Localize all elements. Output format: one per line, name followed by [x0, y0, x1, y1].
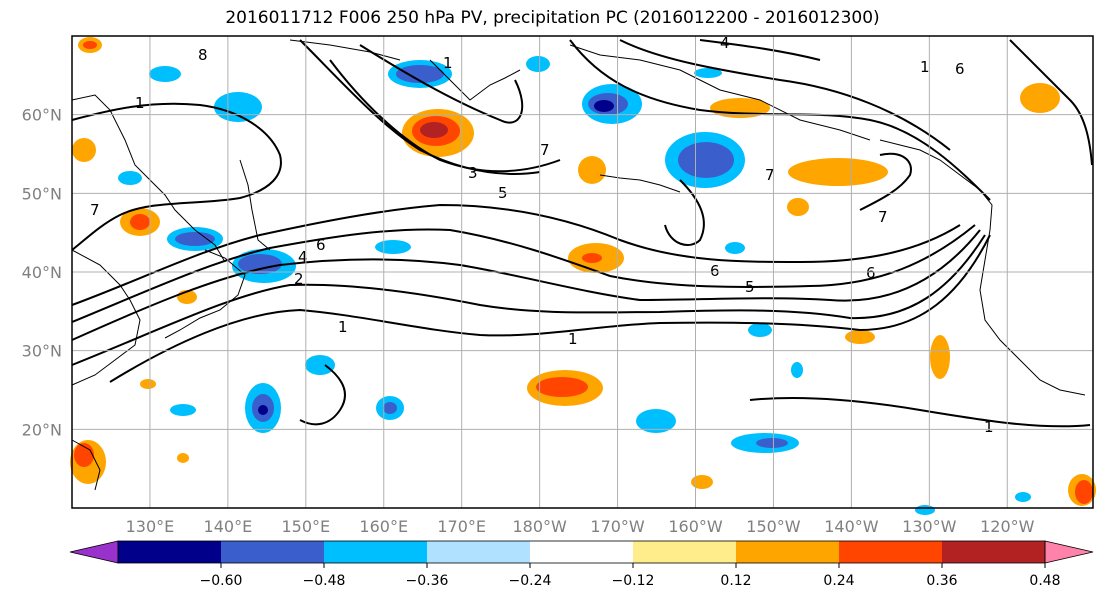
lon-tick-label: 150°E	[281, 517, 330, 536]
contour-label: 7	[90, 201, 100, 219]
colorbar-extend-high	[1044, 540, 1094, 564]
contour-label: 1	[568, 330, 578, 348]
lon-tick-label: 130°E	[126, 517, 175, 536]
contour-label: 7	[765, 166, 775, 184]
contour-label: 4	[720, 34, 730, 52]
colorbar-tick-label: −0.12	[612, 573, 655, 589]
colorbar-tick-label: 0.24	[823, 573, 854, 589]
lon-tick-label: 140°W	[824, 517, 879, 536]
lon-tick-label: 160°W	[668, 517, 723, 536]
contour-label: 1	[920, 58, 930, 76]
axis-ticks: 130°E 140°E 150°E 160°E 170°E 180°W 170°W 160°W…	[22, 106, 1035, 536]
lon-tick-label: 130°W	[902, 517, 957, 536]
contour-label: 1	[443, 54, 453, 72]
lat-tick-label: 60°N	[22, 106, 62, 125]
lon-tick-label: 160°E	[359, 517, 408, 536]
contour-label: 5	[745, 278, 755, 296]
colorbar-extend-low	[69, 540, 119, 564]
colorbar-tick-label: −0.24	[509, 573, 552, 589]
colorbar-segment	[736, 541, 840, 563]
colorbar: −0.60 −0.48 −0.36 −0.24 −0.12 0.12 0.24 0.36 0.4…	[69, 540, 1094, 589]
contour-labels: 8 1 4 1 6 1 7 3 5 7 7 6 2 4 6 5 7 6 1 1 …	[90, 34, 994, 436]
colorbar-segment	[427, 541, 531, 563]
contour-label: 8	[198, 46, 208, 64]
contour-label: 6	[710, 262, 720, 280]
lat-tick-label: 20°N	[22, 420, 62, 439]
contour-label: 3	[468, 164, 478, 182]
map-frame	[71, 35, 1094, 509]
lat-tick-label: 30°N	[22, 342, 62, 361]
colorbar-tick-label: −0.60	[200, 573, 243, 589]
colorbar-tick-label: 0.48	[1029, 573, 1060, 589]
lat-tick-label: 40°N	[22, 263, 62, 282]
colorbar-tick-label: 0.12	[720, 573, 751, 589]
lon-tick-label: 170°W	[590, 517, 645, 536]
lon-tick-label: 150°W	[746, 517, 801, 536]
contour-label: 1	[984, 418, 994, 436]
colorbar-outline	[117, 540, 1046, 564]
colorbar-segment	[324, 541, 428, 563]
contour-label: 7	[540, 141, 550, 159]
contour-label: 4	[298, 248, 308, 266]
colorbar-segment	[221, 541, 325, 563]
lon-tick-label: 170°E	[437, 517, 486, 536]
contour-label: 6	[866, 264, 876, 282]
contour-label: 6	[955, 60, 965, 78]
colorbar-segment	[530, 541, 634, 563]
contour-label: 2	[294, 270, 304, 288]
lat-tick-label: 50°N	[22, 184, 62, 203]
colorbar-segment	[633, 541, 737, 563]
contour-label: 1	[135, 94, 145, 112]
lon-tick-label: 120°W	[980, 517, 1035, 536]
lon-tick-label: 140°E	[204, 517, 253, 536]
contour-label: 1	[338, 318, 348, 336]
colorbar-tick-label: 0.36	[926, 573, 957, 589]
contour-label: 7	[878, 208, 888, 226]
colorbar-tick-label: −0.36	[406, 573, 449, 589]
colorbar-segment	[839, 541, 943, 563]
contour-label: 6	[316, 236, 326, 254]
colorbar-tick-label: −0.48	[303, 573, 346, 589]
graticule	[72, 36, 1093, 508]
precip-shading	[70, 37, 1096, 515]
chart-title: 2016011712 F006 250 hPa PV, precipitatio…	[225, 8, 880, 28]
lon-tick-label: 180°W	[512, 517, 567, 536]
colorbar-segment	[118, 541, 222, 563]
colorbar-segment	[942, 541, 1046, 563]
